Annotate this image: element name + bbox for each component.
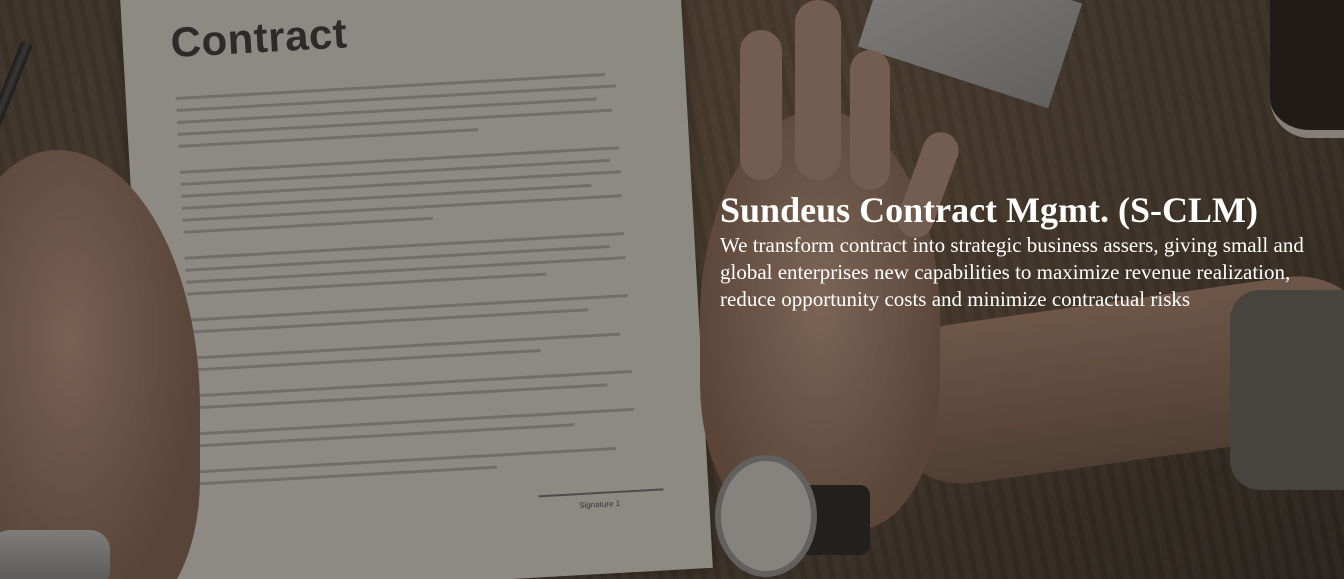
right-watch-image [715, 455, 817, 577]
coffee-cup-image [1270, 0, 1344, 138]
finger [795, 0, 841, 180]
sleeve-image [1230, 290, 1344, 490]
left-watch-image [0, 530, 110, 579]
hero-description: We transform contract into strategic bus… [720, 233, 1304, 311]
finger [850, 50, 890, 190]
hero-caption: Sundeus Contract Mgmt. (S-CLM) We transf… [720, 188, 1320, 313]
finger [740, 30, 782, 180]
right-hand-image [700, 0, 964, 530]
hero-title: Sundeus Contract Mgmt. (S-CLM) [720, 190, 1258, 230]
